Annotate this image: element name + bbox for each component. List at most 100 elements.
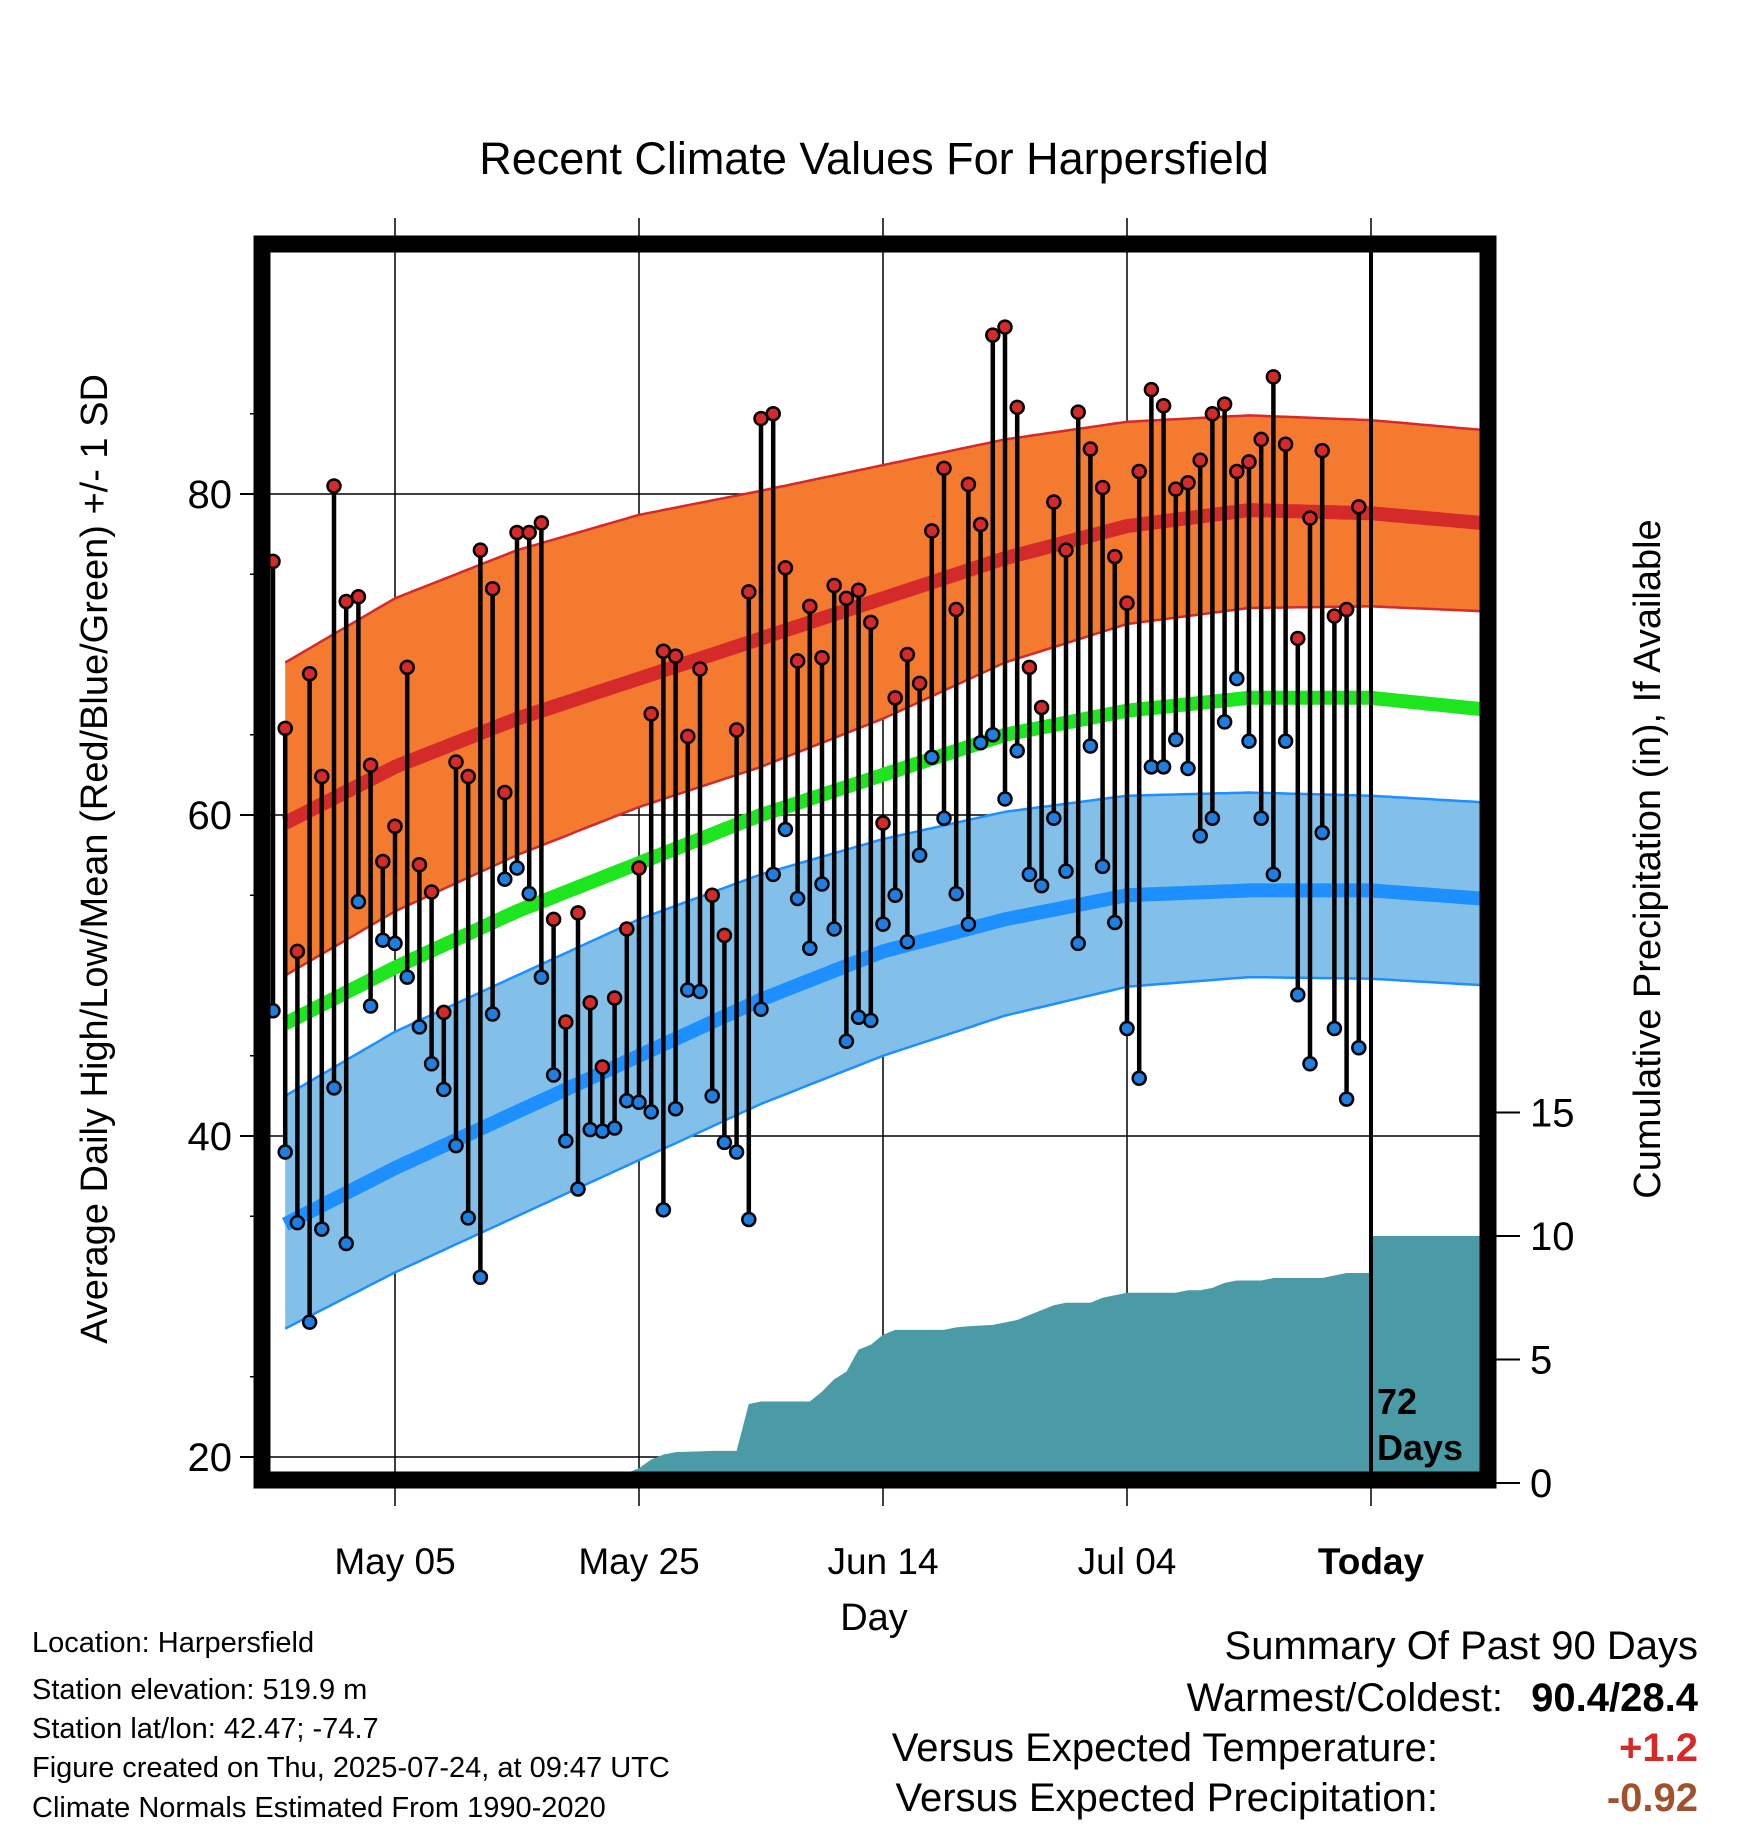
x-tick-label: May 25 xyxy=(578,1541,699,1582)
y-tick-label: 80 xyxy=(188,473,233,517)
daily-low-point xyxy=(789,890,806,907)
daily-low-point xyxy=(875,916,891,932)
daily-high-point xyxy=(521,524,537,541)
daily-low-point xyxy=(936,810,952,826)
daily-low-point xyxy=(1204,810,1221,826)
daily-high-point xyxy=(1046,494,1062,510)
daily-low-point xyxy=(911,847,928,863)
daily-low-point xyxy=(460,1210,476,1226)
daily-low-point xyxy=(1107,914,1123,931)
daily-high-point xyxy=(1192,452,1208,469)
daily-high-point xyxy=(1253,431,1269,448)
daily-high-point xyxy=(1265,369,1282,385)
daily-low-point xyxy=(399,969,415,985)
daily-high-point xyxy=(887,690,903,706)
daily-low-point xyxy=(1046,810,1062,826)
daily-high-point xyxy=(680,728,696,745)
daily-low-point xyxy=(594,1123,611,1139)
daily-high-point xyxy=(1009,399,1025,416)
daily-high-point xyxy=(863,614,879,631)
daily-high-point xyxy=(545,911,562,928)
daily-high-point xyxy=(558,1014,574,1030)
daily-high-point xyxy=(326,478,342,494)
daily-high-point xyxy=(960,476,977,493)
daily-low-point xyxy=(1155,759,1172,775)
daily-high-point xyxy=(1326,608,1343,624)
daily-low-point xyxy=(765,866,781,883)
created-text: Figure created on Thu, 2025-07-24, at 09… xyxy=(32,1752,670,1784)
daily-low-point xyxy=(887,887,903,903)
daily-low-point xyxy=(741,1211,757,1228)
daily-low-point xyxy=(570,1181,586,1197)
daily-low-point xyxy=(777,821,794,838)
high-minus-sd-line xyxy=(284,605,1481,977)
daily-high-point xyxy=(911,675,928,692)
daily-low-point xyxy=(338,1235,354,1252)
daily-low-point xyxy=(985,727,1001,743)
daily-high-point xyxy=(1290,630,1306,647)
daily-low-point xyxy=(631,1094,647,1111)
daily-high-point xyxy=(814,649,830,666)
daily-high-point xyxy=(936,460,952,477)
daily-low-point xyxy=(948,885,964,902)
daily-high-point xyxy=(1107,548,1123,565)
daily-high-point xyxy=(1277,436,1294,452)
daily-low-point xyxy=(301,1314,318,1330)
daily-low-point xyxy=(1009,743,1025,759)
y2-tick-label: 0 xyxy=(1530,1462,1552,1506)
daily-high-point xyxy=(277,720,293,737)
daily-low-point xyxy=(558,1133,574,1149)
daily-low-point xyxy=(1216,714,1233,730)
daily-high-point xyxy=(765,406,781,422)
daily-low-point xyxy=(655,1202,672,1218)
daily-low-point xyxy=(606,1120,623,1136)
daily-low-point xyxy=(753,1001,769,1017)
latlon-text: Station lat/lon: 42.47; -74.7 xyxy=(32,1713,379,1745)
daily-low-point xyxy=(1326,1020,1343,1037)
daily-high-point xyxy=(1119,595,1135,611)
y-tick-label: 60 xyxy=(188,794,233,838)
low-minus-sd-line xyxy=(284,975,1481,1330)
daily-high-point xyxy=(777,560,794,576)
daily-high-point xyxy=(594,1059,611,1075)
daily-low-point xyxy=(899,934,916,950)
daily-low-point xyxy=(533,969,550,985)
daily-low-point xyxy=(423,1056,440,1072)
high-sd-band xyxy=(285,415,1481,976)
mean-line xyxy=(282,690,1482,1030)
daily-high-point xyxy=(997,319,1013,335)
daily-high-point xyxy=(838,590,855,607)
daily-high-point xyxy=(985,327,1001,343)
high-mean-line xyxy=(282,502,1482,830)
daily-low-point xyxy=(1082,738,1099,754)
daily-high-point xyxy=(1070,404,1086,420)
daily-low-point xyxy=(277,1144,293,1160)
daily-high-point xyxy=(497,784,513,801)
summary-heading: Summary Of Past 90 Days xyxy=(1224,1624,1698,1668)
daily-high-point xyxy=(484,580,501,597)
daily-low-point xyxy=(1253,810,1269,826)
daily-low-point xyxy=(1168,731,1184,748)
daily-high-point xyxy=(314,768,330,785)
daily-low-point xyxy=(692,983,708,1000)
warm-cold-label: Warmest/Coldest: xyxy=(1186,1676,1503,1720)
low-mean-line xyxy=(282,883,1482,1231)
daily-high-point xyxy=(1143,381,1160,398)
daily-low-point xyxy=(314,1221,330,1237)
daily-low-point xyxy=(704,1088,720,1104)
daily-high-point xyxy=(1155,397,1172,414)
daily-high-point xyxy=(692,661,708,677)
daily-high-point xyxy=(436,1004,452,1021)
x-tick-label: Today xyxy=(1318,1541,1425,1582)
daily-low-point xyxy=(1094,858,1111,875)
temp-value: +1.2 xyxy=(1619,1726,1698,1770)
daily-low-point xyxy=(411,1019,428,1035)
daily-low-point xyxy=(289,1214,306,1231)
x-tick-label: Jul 04 xyxy=(1078,1541,1177,1582)
daily-high-point xyxy=(533,515,550,531)
daily-high-point xyxy=(1094,479,1111,496)
daily-low-point xyxy=(1180,760,1196,777)
precip-area xyxy=(595,1236,1481,1480)
daily-low-point xyxy=(1265,866,1282,883)
